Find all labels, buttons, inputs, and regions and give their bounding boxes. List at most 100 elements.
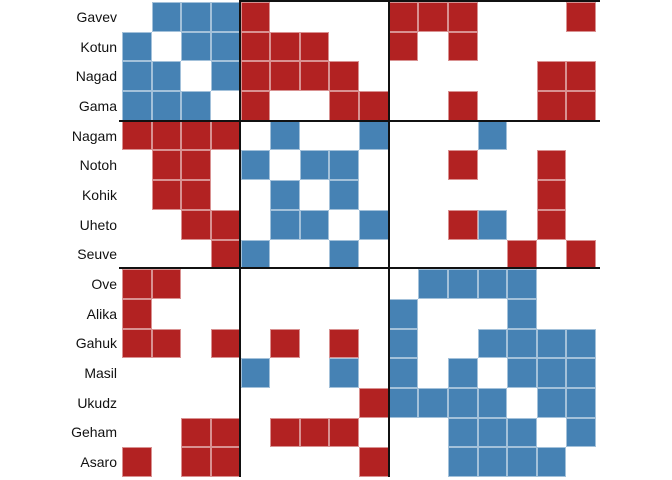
matrix-cell-r3-c4: [210, 61, 241, 92]
matrix-cell-r13-c2: [152, 358, 182, 388]
matrix-cell-r7-c4: [211, 180, 241, 210]
matrix-cell-r11-c11: [418, 299, 448, 329]
matrix-cell-r2-c12: [447, 31, 478, 62]
matrix-grid: [122, 2, 596, 477]
matrix-cell-r2-c5: [240, 31, 271, 62]
matrix-cell-r4-c12: [447, 91, 478, 121]
matrix-cell-r5-c3: [181, 120, 211, 151]
matrix-cell-r13-c14: [507, 358, 537, 388]
matrix-cell-r3-c2: [151, 61, 182, 92]
matrix-cell-r8-c14: [507, 210, 537, 240]
matrix-cell-r4-c5: [240, 91, 271, 121]
matrix-cell-r6-c16: [566, 150, 596, 180]
matrix-cell-r12-c10: [388, 328, 419, 359]
matrix-cell-r8-c6: [270, 209, 300, 240]
matrix-cell-r1-c10: [388, 2, 419, 32]
matrix-cell-r2-c9: [359, 32, 389, 62]
matrix-cell-r14-c3: [181, 388, 211, 418]
matrix-cell-r12-c12: [448, 329, 478, 359]
matrix-cell-r7-c15: [536, 180, 567, 210]
matrix-cell-r3-c9: [359, 61, 389, 91]
matrix-cell-r16-c2: [152, 447, 182, 477]
matrix-cell-r6-c14: [507, 150, 537, 180]
matrix-cell-r5-c11: [418, 121, 448, 151]
matrix-cell-r12-c9: [359, 329, 389, 359]
matrix-cell-r10-c14: [507, 269, 537, 299]
matrix-cell-r6-c2: [151, 150, 182, 181]
matrix-cell-r5-c13: [477, 120, 508, 151]
row-label-geham: Geham: [71, 424, 117, 441]
matrix-cell-r1-c1: [122, 2, 152, 32]
matrix-cell-r8-c7: [299, 209, 330, 240]
matrix-cell-r11-c9: [359, 299, 389, 329]
matrix-cell-r4-c16: [566, 91, 596, 121]
matrix-cell-r16-c8: [329, 447, 359, 477]
matrix-cell-r15-c9: [359, 418, 389, 448]
matrix-cell-r16-c10: [389, 447, 419, 477]
matrix-cell-r13-c1: [122, 358, 152, 388]
matrix-cell-r5-c5: [241, 121, 271, 151]
matrix-cell-r8-c13: [477, 209, 508, 240]
matrix-cell-r4-c11: [418, 91, 448, 121]
cluster-separator-horizontal-2: [119, 267, 600, 269]
matrix-cell-r7-c7: [300, 180, 330, 210]
matrix-cell-r1-c14: [507, 2, 537, 32]
matrix-cell-r12-c2: [151, 328, 182, 359]
matrix-cell-r13-c7: [300, 358, 330, 388]
matrix-cell-r8-c4: [210, 209, 241, 240]
matrix-cell-r9-c8: [329, 239, 359, 270]
matrix-cell-r4-c10: [389, 91, 419, 121]
matrix-cell-r1-c11: [418, 2, 448, 32]
matrix-cell-r8-c16: [566, 210, 596, 240]
cluster-separator-horizontal-1: [119, 120, 600, 122]
row-label-kohik: Kohik: [81, 186, 117, 203]
matrix-cell-r12-c14: [507, 328, 537, 359]
matrix-cell-r8-c9: [359, 209, 389, 240]
matrix-cell-r8-c12: [447, 209, 478, 240]
matrix-cell-r5-c8: [329, 121, 359, 151]
matrix-cell-r11-c6: [270, 299, 300, 329]
matrix-cell-r2-c7: [299, 31, 330, 62]
matrix-cell-r6-c6: [270, 150, 300, 180]
matrix-cell-r8-c8: [329, 210, 359, 240]
matrix-cell-r15-c6: [270, 417, 300, 448]
matrix-cell-r1-c9: [359, 2, 389, 32]
matrix-cell-r7-c12: [448, 180, 478, 210]
matrix-cell-r10-c4: [211, 269, 241, 299]
matrix-cell-r11-c5: [241, 299, 271, 329]
matrix-cell-r16-c13: [477, 447, 508, 477]
matrix-cell-r15-c7: [299, 417, 330, 448]
matrix-cell-r16-c3: [181, 447, 211, 477]
matrix-cell-r9-c15: [537, 240, 567, 270]
matrix-cell-r11-c4: [211, 299, 241, 329]
matrix-cell-r4-c1: [122, 91, 152, 121]
matrix-cell-r6-c10: [389, 150, 419, 180]
matrix-cell-r10-c3: [181, 269, 211, 299]
matrix-cell-r14-c4: [211, 388, 241, 418]
matrix-cell-r9-c11: [418, 240, 448, 270]
matrix-cell-r3-c11: [418, 61, 448, 91]
matrix-cell-r13-c6: [270, 358, 300, 388]
matrix-cell-r6-c7: [299, 150, 330, 181]
matrix-cell-r12-c16: [566, 328, 596, 359]
matrix-cell-r11-c10: [388, 298, 419, 329]
matrix-cell-r6-c1: [122, 150, 152, 180]
matrix-cell-r14-c8: [329, 388, 359, 418]
matrix-cell-r9-c1: [122, 240, 152, 270]
matrix-cell-r9-c6: [270, 240, 300, 270]
matrix-cell-r9-c13: [478, 240, 508, 270]
matrix-cell-r15-c4: [210, 417, 241, 448]
matrix-cell-r15-c15: [537, 418, 567, 448]
matrix-cell-r14-c13: [477, 387, 508, 418]
matrix-cell-r4-c6: [270, 91, 300, 121]
matrix-cell-r13-c5: [240, 358, 271, 388]
matrix-cell-r15-c11: [418, 418, 448, 448]
matrix-cell-r14-c6: [270, 388, 300, 418]
matrix-cell-r2-c4: [210, 31, 241, 62]
matrix-cell-r15-c16: [566, 417, 596, 448]
matrix-cell-r1-c5: [240, 2, 271, 32]
matrix-cell-r15-c3: [181, 417, 211, 448]
matrix-cell-r16-c16: [566, 447, 596, 477]
matrix-cell-r6-c8: [329, 150, 359, 181]
